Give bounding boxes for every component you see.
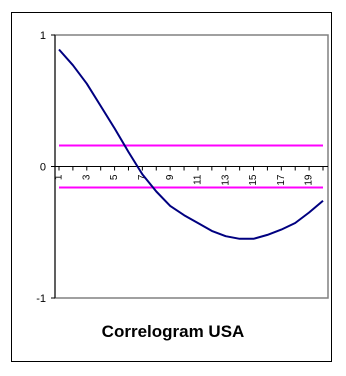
x-tick-label: 15 [248, 174, 259, 186]
x-tick-label: 9 [165, 174, 176, 180]
y-tick-label: 1 [40, 30, 46, 42]
series-line [58, 48, 324, 240]
x-tick-label: 17 [276, 174, 287, 186]
x-tick-label: 5 [109, 174, 120, 180]
chart-title: Correlogram USA [101, 322, 245, 341]
y-tick-label: 0 [40, 162, 46, 174]
y-tick-label: -1 [36, 293, 46, 305]
x-tick-label: 11 [193, 174, 204, 185]
x-tick-label: 1 [54, 174, 65, 180]
x-tick-label: 13 [220, 174, 231, 186]
x-tick-label: 7 [137, 174, 148, 180]
x-tick-label: 3 [81, 174, 92, 180]
x-tick-label: 19 [304, 174, 315, 186]
